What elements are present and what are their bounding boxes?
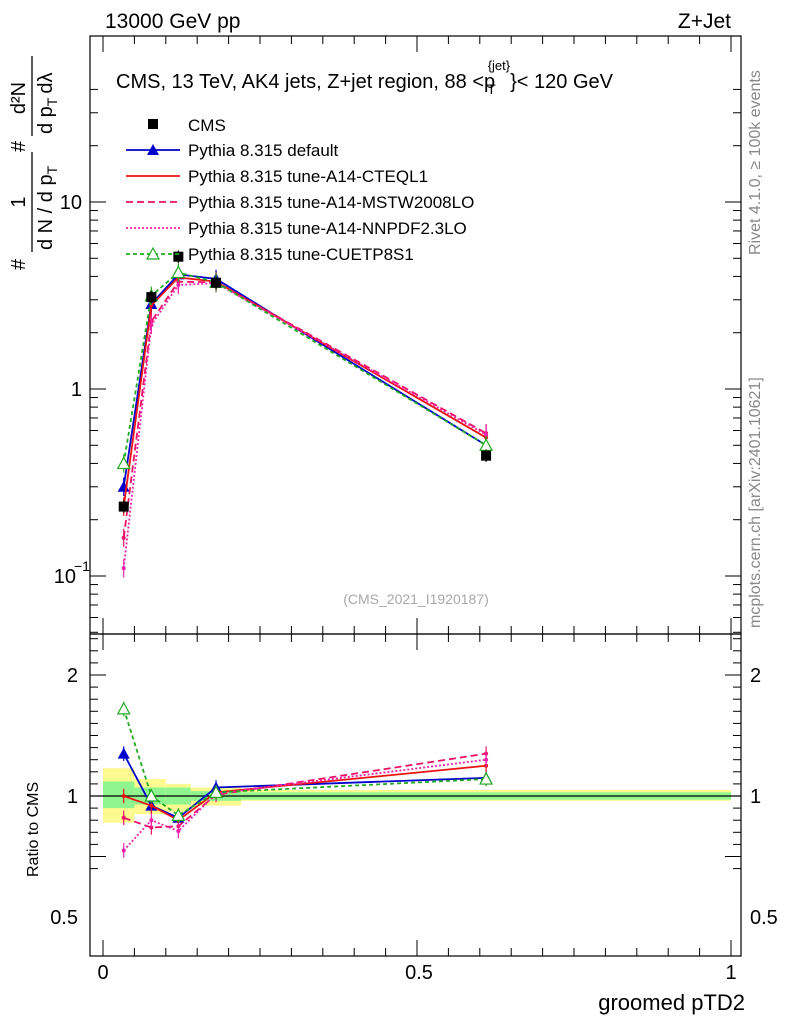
y-axis-title-frac1-den-sub: T xyxy=(44,165,60,174)
ratio-tick-label-0.5-left: 0.5 xyxy=(50,907,78,929)
x-tick-label-0: 0 xyxy=(97,962,108,984)
legend: CMS Pythia 8.315 default Pythia 8.315 tune… xyxy=(126,116,474,264)
header-left: 13000 GeV pp xyxy=(105,10,240,33)
series-line-3 xyxy=(122,282,487,569)
legend-label-cms: CMS xyxy=(188,116,226,135)
y-axis-title-frac1-num: 1 xyxy=(8,196,30,207)
axis-ticks xyxy=(90,36,741,956)
legend-label-2: Pythia 8.315 tune-A14-MSTW2008LO xyxy=(188,193,474,212)
analysis-label: (CMS_2021_I1920187) xyxy=(343,591,489,607)
cms-point-2 xyxy=(173,251,184,262)
ratio-tick-label-2-left: 2 xyxy=(67,665,78,687)
x-tick-label-1: 1 xyxy=(725,962,736,984)
y-tick-label-0.1-exponent: −1 xyxy=(74,558,90,574)
y-axis-title: # 1 d N / d pT # d²N d pTdλ xyxy=(8,56,60,270)
ratio-y-axis-title: Ratio to CMS xyxy=(25,782,42,877)
ratio-line-3 xyxy=(123,758,487,852)
cms-point-0 xyxy=(118,501,129,512)
ratio-point-1-0 xyxy=(121,794,126,798)
ratio-point-4-4 xyxy=(479,771,494,785)
ratio-uncertainty-bands xyxy=(90,768,741,823)
series-line-4 xyxy=(122,271,487,464)
series-line-0 xyxy=(122,273,487,487)
series-point-3-2 xyxy=(176,282,181,287)
legend-marker-cms xyxy=(148,119,158,129)
y-axis-title-frac2-num: d²N xyxy=(8,82,30,114)
y-axis-title-frac2-den-sub: T xyxy=(44,97,60,106)
x-tick-label-0.5: 0.5 xyxy=(405,962,433,984)
legend-marker-0 xyxy=(147,144,159,155)
ratio-point-3-2 xyxy=(176,829,181,834)
cms-point-4 xyxy=(481,450,492,461)
ratio-point-3-0 xyxy=(121,848,126,853)
y-tick-label-1: 1 xyxy=(71,379,82,401)
y-axis-title-frac1-den: d N / d pT xyxy=(35,165,60,250)
y-tick-label-0.1: 10 xyxy=(54,566,76,588)
y-tick-labels: 10 1 10 −1 xyxy=(54,192,90,588)
series-line-1 xyxy=(122,276,487,507)
ratio-point-4-1 xyxy=(144,788,159,802)
ratio-tick-label-1-right: 1 xyxy=(750,786,761,808)
series-point-4-2 xyxy=(171,265,186,279)
legend-label-1: Pythia 8.315 tune-A14-CTEQL1 xyxy=(188,167,428,186)
legend-marker-4 xyxy=(145,246,161,260)
x-axis-title: groomed pTD2 xyxy=(598,990,745,1015)
y-axis-title-hash2: # xyxy=(8,140,30,152)
series-point-2-0 xyxy=(121,535,126,540)
cms-point-1 xyxy=(146,292,157,303)
ratio-tick-labels: 2 1 0.5 2 1 0.5 xyxy=(50,665,778,929)
side-label-mcplots: mcplots.cern.ch [arXiv:2401.10621] xyxy=(747,377,764,628)
ratio-tick-label-0.5-right: 0.5 xyxy=(750,907,778,929)
plot-title-sub: T xyxy=(487,81,496,97)
ratio-point-3-4 xyxy=(484,757,489,762)
y-tick-label-10: 10 xyxy=(60,192,82,214)
plot-title-post: }< 120 GeV xyxy=(510,71,614,93)
ratio-point-2-0 xyxy=(121,815,126,820)
stat-uncertainty-band-0 xyxy=(103,781,135,809)
legend-label-0: Pythia 8.315 default xyxy=(188,141,339,160)
ratio-tick-label-1-left: 1 xyxy=(67,786,78,808)
y-axis-title-frac2-den-post: dλ xyxy=(35,73,57,94)
ratio-point-4-2 xyxy=(171,808,186,821)
plot-title-sup: {jet} xyxy=(488,58,511,73)
legend-label-4: Pythia 8.315 tune-CUETP8S1 xyxy=(188,245,414,264)
series-point-4-4 xyxy=(479,438,494,451)
plot-title: CMS, 13 TeV, AK4 jets, Z+jet region, 88 … xyxy=(116,58,614,97)
y-axis-title-hash: # xyxy=(8,258,30,270)
ratio-point-0-0 xyxy=(117,747,130,759)
ratio-series xyxy=(116,701,494,858)
header-right: Z+Jet xyxy=(678,10,731,33)
side-label-rivet: Rivet 4.1.0, ≥ 100k events xyxy=(747,70,764,255)
series-line-2 xyxy=(122,280,487,538)
ratio-point-4-0 xyxy=(116,701,131,715)
ratio-point-4-3 xyxy=(209,785,224,798)
main-series xyxy=(116,250,494,578)
cms-point-3 xyxy=(211,277,222,288)
y-axis-title-frac2-den: d pTdλ xyxy=(35,73,60,135)
ratio-point-3-1 xyxy=(149,818,154,823)
series-point-3-1 xyxy=(149,322,154,327)
ratio-point-1-1 xyxy=(149,803,154,808)
ratio-tick-label-2-right: 2 xyxy=(750,665,761,687)
legend-label-3: Pythia 8.315 tune-A14-NNPDF2.3LO xyxy=(188,219,467,238)
series-point-3-4 xyxy=(484,432,489,437)
series-point-3-0 xyxy=(121,566,126,571)
x-tick-labels: 0 0.5 1 xyxy=(97,962,736,984)
series-point-4-0 xyxy=(116,456,131,470)
ratio-plot-frame xyxy=(89,633,742,957)
